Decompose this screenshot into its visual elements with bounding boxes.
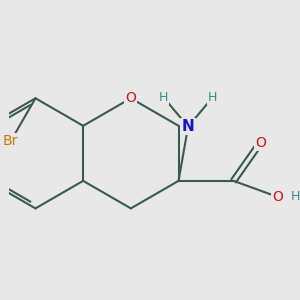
- Text: H: H: [159, 91, 168, 103]
- Text: O: O: [272, 190, 283, 204]
- Text: H: H: [290, 190, 300, 203]
- Text: Br: Br: [3, 134, 18, 148]
- Text: N: N: [182, 119, 194, 134]
- Text: O: O: [255, 136, 266, 149]
- Text: H: H: [208, 91, 218, 103]
- Text: O: O: [125, 91, 136, 105]
